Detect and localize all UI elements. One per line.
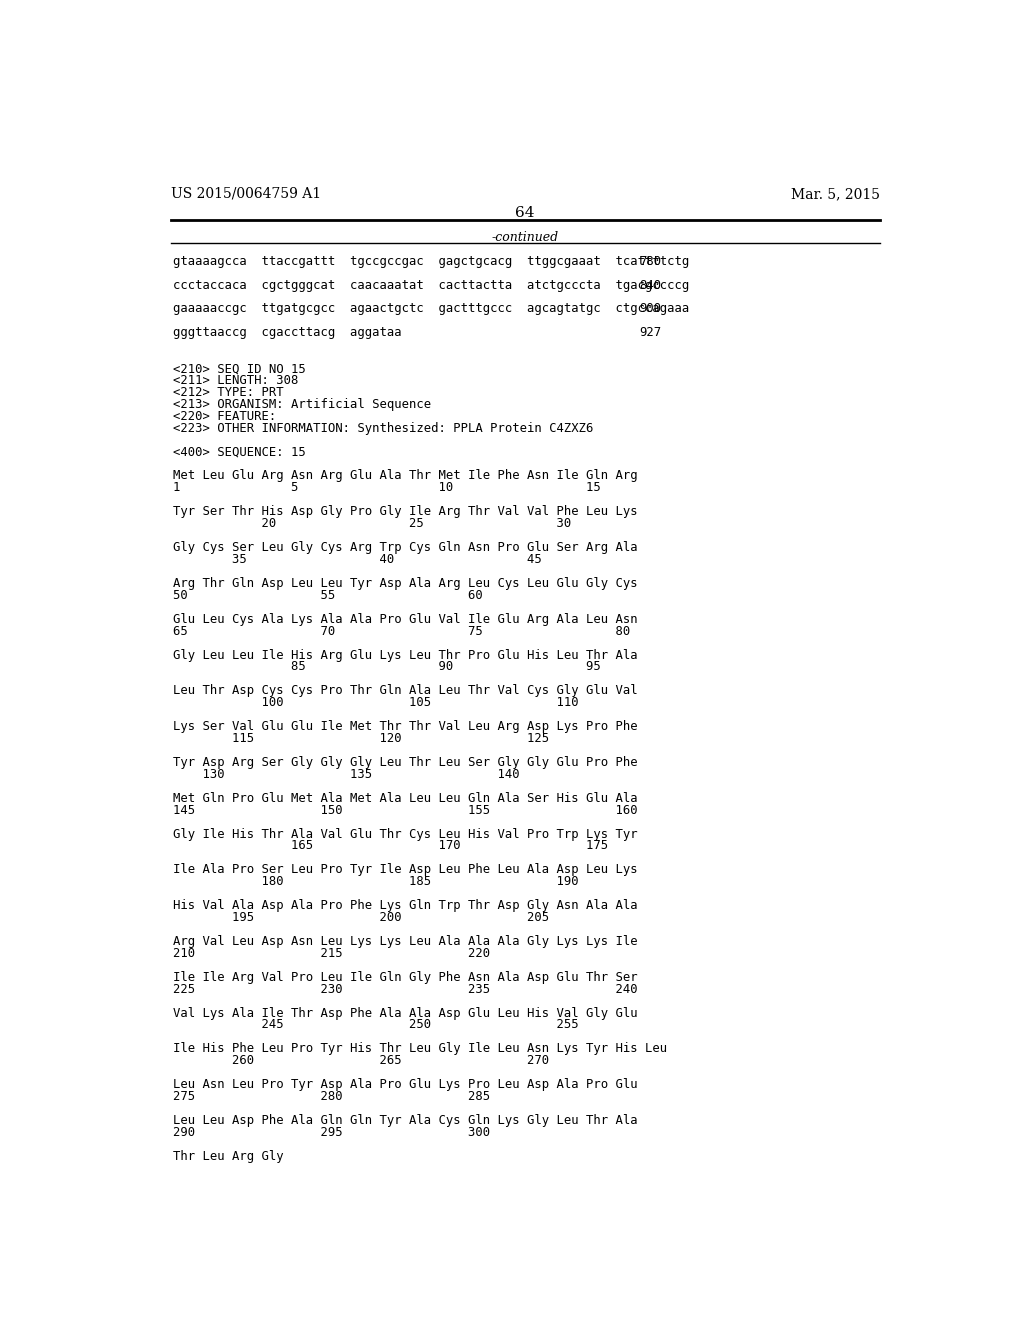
Text: 210                 215                 220: 210 215 220 [173,946,490,960]
Text: Ile Ile Arg Val Pro Leu Ile Gln Gly Phe Asn Ala Asp Glu Thr Ser: Ile Ile Arg Val Pro Leu Ile Gln Gly Phe … [173,970,638,983]
Text: Leu Thr Asp Cys Cys Pro Thr Gln Ala Leu Thr Val Cys Gly Glu Val: Leu Thr Asp Cys Cys Pro Thr Gln Ala Leu … [173,684,638,697]
Text: 65                  70                  75                  80: 65 70 75 80 [173,624,630,638]
Text: 927: 927 [640,326,662,339]
Text: <210> SEQ ID NO 15: <210> SEQ ID NO 15 [173,362,306,375]
Text: 20                  25                  30: 20 25 30 [173,517,571,531]
Text: 85                  90                  95: 85 90 95 [173,660,601,673]
Text: gtaaaagcca  ttaccgattt  tgccgccgac  gagctgcacg  ttggcgaaat  tcattttctg: gtaaaagcca ttaccgattt tgccgccgac gagctgc… [173,255,689,268]
Text: <213> ORGANISM: Artificial Sequence: <213> ORGANISM: Artificial Sequence [173,397,431,411]
Text: Gly Leu Leu Ile His Arg Glu Lys Leu Thr Pro Glu His Leu Thr Ala: Gly Leu Leu Ile His Arg Glu Lys Leu Thr … [173,648,638,661]
Text: Ile Ala Pro Ser Leu Pro Tyr Ile Asp Leu Phe Leu Ala Asp Leu Lys: Ile Ala Pro Ser Leu Pro Tyr Ile Asp Leu … [173,863,638,876]
Text: Tyr Ser Thr His Asp Gly Pro Gly Ile Arg Thr Val Val Phe Leu Lys: Tyr Ser Thr His Asp Gly Pro Gly Ile Arg … [173,506,638,519]
Text: -continued: -continued [492,231,558,244]
Text: 840: 840 [640,279,662,292]
Text: His Val Ala Asp Ala Pro Phe Lys Gln Trp Thr Asp Gly Asn Ala Ala: His Val Ala Asp Ala Pro Phe Lys Gln Trp … [173,899,638,912]
Text: 245                 250                 255: 245 250 255 [173,1019,579,1031]
Text: Met Leu Glu Arg Asn Arg Glu Ala Thr Met Ile Phe Asn Ile Gln Arg: Met Leu Glu Arg Asn Arg Glu Ala Thr Met … [173,470,638,483]
Text: Ile His Phe Leu Pro Tyr His Thr Leu Gly Ile Leu Asn Lys Tyr His Leu: Ile His Phe Leu Pro Tyr His Thr Leu Gly … [173,1043,667,1056]
Text: 180                 185                 190: 180 185 190 [173,875,579,888]
Text: 165                 170                 175: 165 170 175 [173,840,608,853]
Text: 290                 295                 300: 290 295 300 [173,1126,490,1139]
Text: Arg Thr Gln Asp Leu Leu Tyr Asp Ala Arg Leu Cys Leu Glu Gly Cys: Arg Thr Gln Asp Leu Leu Tyr Asp Ala Arg … [173,577,638,590]
Text: 35                  40                  45: 35 40 45 [173,553,542,566]
Text: Gly Ile His Thr Ala Val Glu Thr Cys Leu His Val Pro Trp Lys Tyr: Gly Ile His Thr Ala Val Glu Thr Cys Leu … [173,828,638,841]
Text: 64: 64 [515,206,535,220]
Text: Thr Leu Arg Gly: Thr Leu Arg Gly [173,1150,284,1163]
Text: Leu Asn Leu Pro Tyr Asp Ala Pro Glu Lys Pro Leu Asp Ala Pro Glu: Leu Asn Leu Pro Tyr Asp Ala Pro Glu Lys … [173,1078,638,1092]
Text: 130                 135                 140: 130 135 140 [173,768,519,781]
Text: 100                 105                 110: 100 105 110 [173,696,579,709]
Text: <212> TYPE: PRT: <212> TYPE: PRT [173,385,284,399]
Text: gggttaaccg  cgaccttacg  aggataa: gggttaaccg cgaccttacg aggataa [173,326,401,339]
Text: Met Gln Pro Glu Met Ala Met Ala Leu Leu Gln Ala Ser His Glu Ala: Met Gln Pro Glu Met Ala Met Ala Leu Leu … [173,792,638,805]
Text: 1               5                   10                  15: 1 5 10 15 [173,482,601,495]
Text: <211> LENGTH: 308: <211> LENGTH: 308 [173,374,298,387]
Text: US 2015/0064759 A1: US 2015/0064759 A1 [171,187,321,201]
Text: ccctaccaca  cgctgggcat  caacaaatat  cacttactta  atctgcccta  tgacgccccg: ccctaccaca cgctgggcat caacaaatat cacttac… [173,279,689,292]
Text: 145                 150                 155                 160: 145 150 155 160 [173,804,638,817]
Text: Gly Cys Ser Leu Gly Cys Arg Trp Cys Gln Asn Pro Glu Ser Arg Ala: Gly Cys Ser Leu Gly Cys Arg Trp Cys Gln … [173,541,638,554]
Text: 115                 120                 125: 115 120 125 [173,733,549,744]
Text: 275                 280                 285: 275 280 285 [173,1090,490,1104]
Text: Glu Leu Cys Ala Lys Ala Ala Pro Glu Val Ile Glu Arg Ala Leu Asn: Glu Leu Cys Ala Lys Ala Ala Pro Glu Val … [173,612,638,626]
Text: Mar. 5, 2015: Mar. 5, 2015 [791,187,880,201]
Text: Val Lys Ala Ile Thr Asp Phe Ala Ala Asp Glu Leu His Val Gly Glu: Val Lys Ala Ile Thr Asp Phe Ala Ala Asp … [173,1007,638,1019]
Text: Tyr Asp Arg Ser Gly Gly Gly Leu Thr Leu Ser Gly Gly Glu Pro Phe: Tyr Asp Arg Ser Gly Gly Gly Leu Thr Leu … [173,756,638,770]
Text: Arg Val Leu Asp Asn Leu Lys Lys Leu Ala Ala Ala Gly Lys Lys Ile: Arg Val Leu Asp Asn Leu Lys Lys Leu Ala … [173,935,638,948]
Text: 225                 230                 235                 240: 225 230 235 240 [173,982,638,995]
Text: <220> FEATURE:: <220> FEATURE: [173,409,276,422]
Text: Leu Leu Asp Phe Ala Gln Gln Tyr Ala Cys Gln Lys Gly Leu Thr Ala: Leu Leu Asp Phe Ala Gln Gln Tyr Ala Cys … [173,1114,638,1127]
Text: 195                 200                 205: 195 200 205 [173,911,549,924]
Text: gaaaaaccgc  ttgatgcgcc  agaactgctc  gactttgccc  agcagtatgc  ctgccagaaa: gaaaaaccgc ttgatgcgcc agaactgctc gactttg… [173,302,689,315]
Text: <400> SEQUENCE: 15: <400> SEQUENCE: 15 [173,446,306,458]
Text: 260                 265                 270: 260 265 270 [173,1055,549,1068]
Text: Lys Ser Val Glu Glu Ile Met Thr Thr Val Leu Arg Asp Lys Pro Phe: Lys Ser Val Glu Glu Ile Met Thr Thr Val … [173,721,638,733]
Text: 50                  55                  60: 50 55 60 [173,589,482,602]
Text: <223> OTHER INFORMATION: Synthesized: PPLA Protein C4ZXZ6: <223> OTHER INFORMATION: Synthesized: PP… [173,422,593,434]
Text: 780: 780 [640,255,662,268]
Text: 900: 900 [640,302,662,315]
